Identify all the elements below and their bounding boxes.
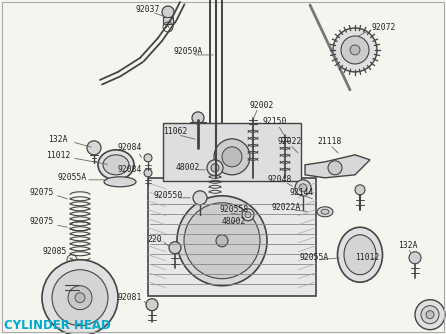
Text: 92022A: 92022A	[271, 203, 301, 212]
Circle shape	[162, 6, 174, 18]
Circle shape	[341, 36, 369, 64]
Circle shape	[75, 293, 85, 303]
Text: 11062: 11062	[163, 127, 187, 136]
Circle shape	[169, 242, 181, 254]
Polygon shape	[305, 155, 370, 178]
Circle shape	[68, 268, 76, 276]
Text: 92022: 92022	[278, 137, 302, 146]
Text: 920558: 920558	[219, 205, 248, 214]
Text: 92075: 92075	[30, 188, 54, 197]
Circle shape	[216, 235, 228, 247]
Text: 21118: 21118	[318, 137, 342, 146]
Text: 92150: 92150	[263, 117, 287, 126]
Circle shape	[242, 209, 254, 221]
Text: 48002: 48002	[176, 163, 200, 172]
Circle shape	[426, 311, 434, 319]
Ellipse shape	[338, 227, 383, 282]
Text: A: A	[166, 24, 169, 29]
Circle shape	[214, 139, 250, 175]
Text: 92144: 92144	[290, 188, 314, 197]
Text: 92055A: 92055A	[299, 253, 329, 262]
Text: 92084: 92084	[118, 165, 142, 174]
Text: 92037: 92037	[136, 5, 160, 14]
Text: 920550: 920550	[153, 191, 182, 200]
Circle shape	[193, 191, 207, 205]
Text: 132A: 132A	[398, 241, 418, 250]
Text: 48002: 48002	[222, 217, 246, 226]
Ellipse shape	[344, 235, 376, 275]
Ellipse shape	[104, 177, 136, 187]
Text: 92002: 92002	[250, 102, 274, 111]
Circle shape	[333, 28, 377, 72]
Circle shape	[328, 161, 342, 175]
Ellipse shape	[98, 150, 134, 180]
Text: 92055A: 92055A	[58, 173, 87, 182]
Circle shape	[415, 300, 445, 330]
Circle shape	[64, 264, 80, 280]
Circle shape	[68, 286, 92, 310]
Circle shape	[222, 147, 242, 167]
Text: 92085: 92085	[43, 247, 67, 256]
Circle shape	[184, 203, 260, 279]
Circle shape	[211, 164, 219, 172]
Bar	[148, 178, 316, 296]
Circle shape	[295, 180, 311, 196]
Circle shape	[207, 160, 223, 176]
Circle shape	[144, 154, 152, 162]
Circle shape	[146, 299, 158, 311]
Text: 92081: 92081	[118, 293, 142, 302]
Bar	[163, 17, 173, 24]
Text: 92059A: 92059A	[173, 47, 202, 56]
Ellipse shape	[317, 207, 333, 217]
Circle shape	[192, 112, 204, 124]
Text: 11012: 11012	[46, 151, 70, 160]
Circle shape	[144, 169, 152, 177]
Circle shape	[52, 270, 108, 326]
Circle shape	[409, 252, 421, 264]
Ellipse shape	[103, 155, 129, 175]
Text: 132A: 132A	[48, 135, 68, 144]
Circle shape	[350, 45, 360, 55]
Ellipse shape	[321, 209, 329, 214]
Bar	[163, 123, 301, 181]
Text: 92075: 92075	[30, 217, 54, 226]
Circle shape	[245, 212, 251, 218]
Circle shape	[355, 185, 365, 195]
Circle shape	[87, 141, 101, 155]
Circle shape	[299, 184, 307, 192]
Circle shape	[421, 306, 439, 324]
Text: 92048: 92048	[268, 175, 292, 184]
Circle shape	[42, 260, 118, 334]
Text: 92072: 92072	[372, 23, 396, 32]
Text: 220: 220	[148, 235, 162, 244]
Circle shape	[177, 196, 267, 286]
Text: 92084: 92084	[118, 143, 142, 152]
Text: CYLINDER HEAD: CYLINDER HEAD	[4, 319, 111, 332]
Text: 11012: 11012	[355, 253, 379, 262]
